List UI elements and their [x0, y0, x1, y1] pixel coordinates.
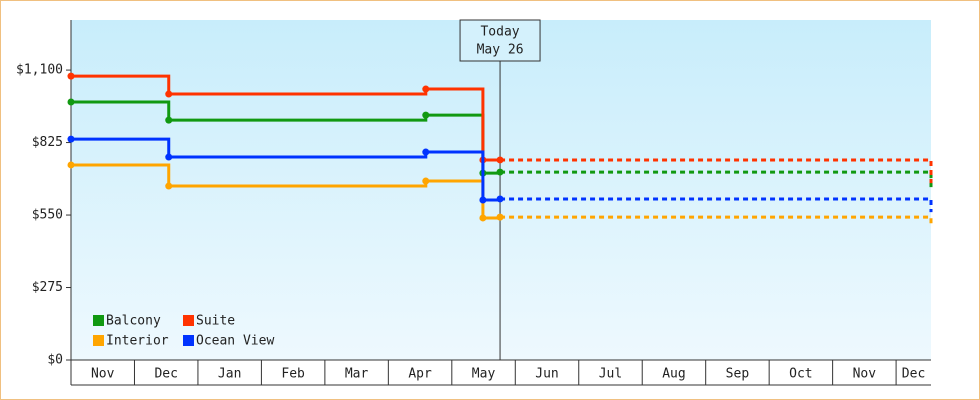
- projection-line: [500, 215, 933, 227]
- y-tick-label: $275: [32, 280, 63, 295]
- x-tick-label: Jan: [218, 367, 241, 382]
- x-tick-label: Jul: [599, 367, 622, 382]
- price-point: [496, 168, 504, 176]
- price-point: [496, 213, 504, 221]
- price-point: [479, 214, 487, 222]
- x-tick-label: Sep: [726, 367, 750, 382]
- today-label: Today: [480, 25, 519, 40]
- price-point: [422, 148, 430, 156]
- price-point: [67, 135, 75, 143]
- price-point: [422, 111, 430, 119]
- legend-label: Balcony: [106, 314, 161, 329]
- y-tick-label: $550: [32, 208, 63, 223]
- today-box: [459, 19, 541, 62]
- x-tick-label: Apr: [408, 367, 432, 382]
- x-tick-label: May: [472, 367, 496, 382]
- price-point: [422, 85, 430, 93]
- legend-swatch: [93, 335, 104, 346]
- y-tick-label: $0: [47, 353, 63, 368]
- price-point: [67, 98, 75, 106]
- x-tick-label: Aug: [662, 367, 685, 382]
- x-tick-label: Dec: [154, 367, 177, 382]
- price-point: [67, 161, 75, 169]
- legend-label: Suite: [196, 314, 235, 329]
- legend-swatch: [183, 315, 194, 326]
- legend-swatch: [93, 315, 104, 326]
- projection-line: [500, 170, 933, 190]
- x-tick-label: Nov: [853, 367, 877, 382]
- y-tick-label: $825: [32, 135, 63, 150]
- price-point: [67, 72, 75, 80]
- price-point: [496, 156, 504, 164]
- price-point: [422, 177, 430, 185]
- plot-area: [71, 20, 931, 360]
- x-tick-label: Jun: [535, 367, 558, 382]
- price-point: [165, 182, 173, 190]
- legend-swatch: [183, 335, 194, 346]
- x-tick-label: Oct: [789, 367, 812, 382]
- price-point: [165, 90, 173, 98]
- x-tick-label: Feb: [281, 367, 305, 382]
- price-point: [479, 196, 487, 204]
- price-point: [496, 195, 504, 203]
- y-tick-label: $1,100: [16, 63, 63, 78]
- price-point: [165, 153, 173, 161]
- legend-label: Ocean View: [196, 334, 274, 349]
- x-tick-label: Dec: [902, 367, 925, 382]
- price-point: [165, 116, 173, 124]
- legend-label: Interior: [106, 334, 169, 349]
- today-label: May 26: [477, 43, 524, 58]
- x-tick-label: Mar: [345, 367, 369, 382]
- x-tick-label: Nov: [91, 367, 115, 382]
